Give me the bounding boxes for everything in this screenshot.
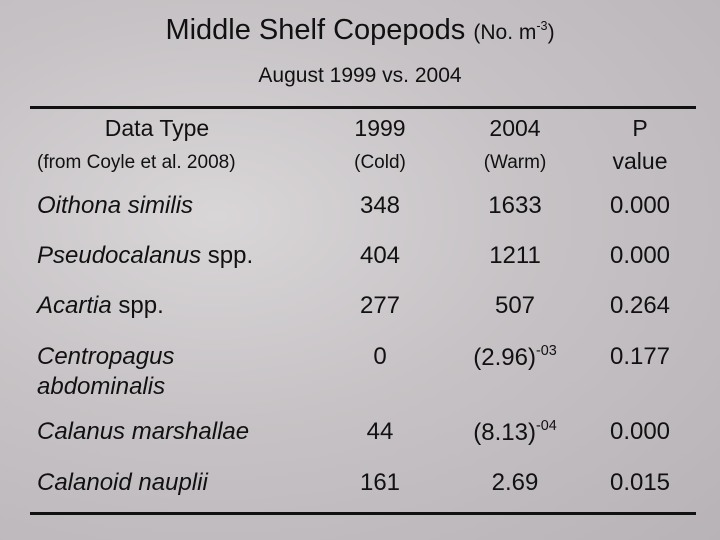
row-name: Centropagus <box>37 343 174 371</box>
row-name: Acartia spp. <box>37 292 164 320</box>
unit-suffix: ) <box>547 21 555 44</box>
subtitle: August 1999 vs. 2004 <box>258 64 462 87</box>
value-2004-base: 1211 <box>489 242 541 269</box>
title-main: Middle Shelf Copepods <box>165 14 466 46</box>
unit-prefix: (No. m <box>473 21 537 44</box>
p-value: 0.177 <box>609 343 671 370</box>
header-sub: (from Coyle et al. 2008) <box>37 152 236 173</box>
species: Acartia <box>37 292 112 319</box>
title-unit: (No. m-3) <box>473 19 555 44</box>
header-label: Data Type <box>104 115 210 141</box>
row-name: Calanoid nauplii <box>37 469 208 497</box>
value-2004-base: (2.96) <box>473 344 536 372</box>
value-2004-base: (8.13) <box>473 419 536 447</box>
value-2004-exp: -04 <box>535 418 557 434</box>
value-2004-base: 1633 <box>488 192 542 219</box>
row-name: Pseudocalanus spp. <box>37 242 253 270</box>
species: Calanus marshallae <box>37 418 250 445</box>
value-2004: 2.69 <box>450 469 580 497</box>
value-2004: 1211 <box>450 242 580 270</box>
header-sub: value <box>612 148 668 174</box>
value-1999: 161 <box>359 469 401 496</box>
species: Centropagus <box>37 343 175 370</box>
name-suffix: spp. <box>207 242 254 269</box>
value-2004-exp: -03 <box>535 343 557 359</box>
value-2004: 507 <box>450 292 580 320</box>
p-value: 0.015 <box>609 469 671 496</box>
header-label: P <box>632 115 648 141</box>
value-1999: 0 <box>373 343 387 370</box>
species-line2: abdominalis <box>37 373 166 400</box>
p-value: 0.000 <box>609 418 671 445</box>
bottom-rule <box>30 512 696 515</box>
header-label: 2004 <box>489 115 541 141</box>
row-name: Calanus marshallae <box>37 418 249 446</box>
value-2004: (8.13)-04 <box>450 418 580 447</box>
name-suffix: spp. <box>118 292 164 319</box>
value-1999: 44 <box>366 418 394 445</box>
value-1999: 277 <box>359 292 401 319</box>
value-1999: 348 <box>359 192 401 219</box>
value-2004: (2.96)-03 <box>450 343 580 372</box>
p-value: 0.000 <box>609 192 671 219</box>
species: Oithona similis <box>37 192 194 219</box>
header-sub: (Warm) <box>483 152 547 173</box>
species: Pseudocalanus <box>37 242 202 269</box>
value-1999: 404 <box>359 242 401 269</box>
unit-exp: -3 <box>536 19 548 34</box>
header-sub: (Cold) <box>354 152 406 173</box>
p-value: 0.000 <box>609 242 671 269</box>
title: Middle Shelf Copepods (No. m-3) <box>0 14 720 47</box>
value-2004-base: 2.69 <box>491 469 539 496</box>
p-value: 0.264 <box>609 292 671 319</box>
row-name: Oithona similis <box>37 192 193 220</box>
species: Calanoid nauplii <box>37 469 208 496</box>
top-rule <box>30 106 696 109</box>
value-2004: 1633 <box>450 192 580 220</box>
value-2004-base: 507 <box>494 292 536 319</box>
header-label: 1999 <box>354 115 406 141</box>
